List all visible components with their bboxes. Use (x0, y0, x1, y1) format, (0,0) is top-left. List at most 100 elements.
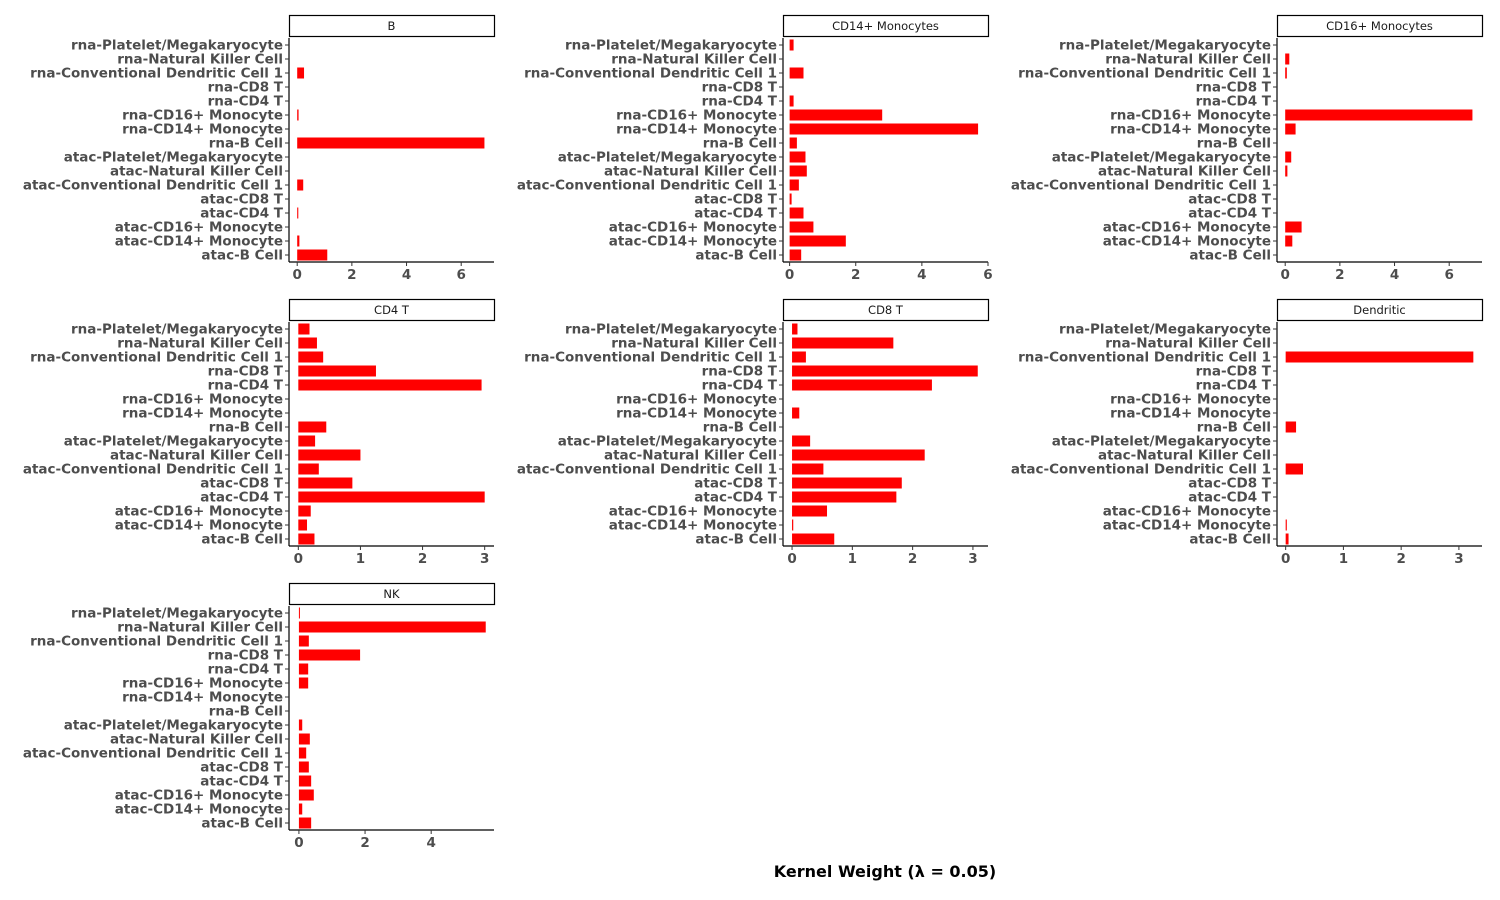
y-tick-label: atac-Natural Killer Cell (604, 164, 777, 180)
y-tick-label: rna-CD16+ Monocyte (122, 108, 283, 124)
y-tick-label: rna-Natural Killer Cell (117, 52, 283, 68)
y-tick-label: atac-Conventional Dendritic Cell 1 (1011, 462, 1271, 478)
y-tick-label: rna-Platelet/Megakaryocyte (1059, 322, 1271, 338)
y-tick-label: rna-B Cell (209, 704, 283, 720)
y-tick-label: rna-Conventional Dendritic Cell 1 (1018, 66, 1271, 82)
y-tick-label: rna-CD4 T (702, 94, 778, 110)
facet-strip (288, 298, 496, 322)
x-tick-label: 0 (787, 551, 796, 567)
y-tick-label: rna-CD8 T (1196, 80, 1272, 96)
bar (1285, 519, 1287, 531)
bar (792, 365, 978, 377)
y-tick-label: atac-CD8 T (200, 760, 283, 776)
y-tick-label: rna-CD8 T (208, 80, 284, 96)
x-tick-label: 2 (908, 551, 917, 567)
bar (298, 789, 314, 801)
y-tick-label: rna-Conventional Dendritic Cell 1 (524, 66, 777, 82)
bar (298, 733, 310, 745)
y-tick-label: atac-Natural Killer Cell (604, 448, 777, 464)
facet-strip (782, 298, 990, 322)
bar (298, 649, 361, 661)
y-tick-label: rna-CD14+ Monocyte (1110, 122, 1271, 138)
bar (1285, 421, 1297, 433)
bar (298, 463, 319, 475)
x-axis-label: Kernel Weight (λ = 0.05) (773, 862, 997, 881)
y-tick-label: rna-B Cell (1197, 136, 1271, 152)
y-tick-label: rna-B Cell (703, 136, 777, 152)
y-tick-label: atac-Natural Killer Cell (110, 448, 283, 464)
y-tick-label: rna-Platelet/Megakaryocyte (1059, 38, 1271, 54)
bar (298, 519, 308, 531)
bar (789, 151, 806, 163)
y-tick-label: atac-Natural Killer Cell (110, 732, 283, 748)
y-tick-label: rna-Platelet/Megakaryocyte (71, 322, 283, 338)
y-tick-label: atac-Platelet/Megakaryocyte (64, 434, 283, 450)
y-tick-label: rna-CD8 T (702, 80, 778, 96)
y-tick-label: rna-CD16+ Monocyte (122, 676, 283, 692)
y-tick-label: rna-Conventional Dendritic Cell 1 (30, 66, 283, 82)
y-tick-label: atac-CD14+ Monocyte (1103, 234, 1271, 250)
bar (789, 165, 807, 177)
bar (298, 435, 316, 447)
y-tick-label: atac-CD16+ Monocyte (1103, 220, 1271, 236)
bar (1285, 235, 1293, 247)
y-tick-label: atac-Platelet/Megakaryocyte (558, 150, 777, 166)
bar (789, 39, 794, 51)
bar (792, 351, 806, 363)
y-tick-label: atac-B Cell (201, 248, 283, 264)
y-tick-label: atac-CD4 T (694, 490, 777, 506)
x-tick-label: 6 (456, 267, 465, 283)
y-tick-label: rna-B Cell (703, 420, 777, 436)
bar (1285, 221, 1302, 233)
y-tick-label: atac-CD16+ Monocyte (1103, 504, 1271, 520)
bar (1285, 151, 1292, 163)
bar (792, 323, 798, 335)
y-tick-label: atac-CD14+ Monocyte (115, 518, 283, 534)
bar (1285, 123, 1296, 135)
x-tick-label: 6 (1444, 267, 1453, 283)
y-tick-label: atac-CD4 T (200, 490, 283, 506)
facet-title: Dendritic (1353, 303, 1405, 317)
bar (298, 719, 303, 731)
bar (792, 463, 824, 475)
bar (297, 179, 304, 191)
x-tick-label: 2 (1396, 551, 1405, 567)
facet-strip (1276, 14, 1484, 38)
y-tick-label: atac-Conventional Dendritic Cell 1 (517, 462, 777, 478)
y-tick-label: atac-B Cell (695, 248, 777, 264)
facet-strip (288, 582, 496, 606)
x-tick-label: 2 (360, 835, 369, 851)
y-tick-label: atac-Natural Killer Cell (1098, 164, 1271, 180)
bar (298, 477, 353, 489)
facet-panel: CD16+ Monocytes rna-Platelet/Megakaryocyt… (1011, 14, 1484, 283)
bar (298, 607, 300, 619)
y-tick-label: atac-Natural Killer Cell (1098, 448, 1271, 464)
y-tick-label: atac-CD14+ Monocyte (609, 234, 777, 250)
y-tick-label: rna-Conventional Dendritic Cell 1 (524, 350, 777, 366)
bar (792, 505, 828, 517)
y-tick-label: rna-CD4 T (1196, 378, 1272, 394)
y-tick-label: atac-B Cell (201, 532, 283, 548)
bar (789, 235, 846, 247)
x-tick-label: 2 (347, 267, 356, 283)
x-tick-label: 4 (426, 835, 435, 851)
y-tick-label: atac-CD4 T (200, 774, 283, 790)
x-tick-label: 4 (1390, 267, 1399, 283)
y-tick-label: rna-CD16+ Monocyte (616, 108, 777, 124)
y-tick-label: atac-CD8 T (200, 192, 283, 208)
y-tick-label: rna-CD14+ Monocyte (122, 122, 283, 138)
y-tick-label: rna-Platelet/Megakaryocyte (565, 38, 777, 54)
facet-panel: CD4 T rna-Platelet/Megakaryocyterna-Natur… (23, 298, 496, 567)
facet-strip (1276, 298, 1484, 322)
x-tick-label: 1 (356, 551, 365, 567)
y-tick-label: atac-CD8 T (694, 476, 777, 492)
y-tick-label: atac-CD14+ Monocyte (115, 234, 283, 250)
y-tick-label: atac-CD16+ Monocyte (609, 220, 777, 236)
bar (792, 407, 800, 419)
y-tick-label: atac-CD4 T (200, 206, 283, 222)
y-tick-label: atac-B Cell (201, 816, 283, 832)
y-tick-label: atac-B Cell (695, 532, 777, 548)
y-tick-label: rna-B Cell (209, 420, 283, 436)
bar (298, 323, 310, 335)
